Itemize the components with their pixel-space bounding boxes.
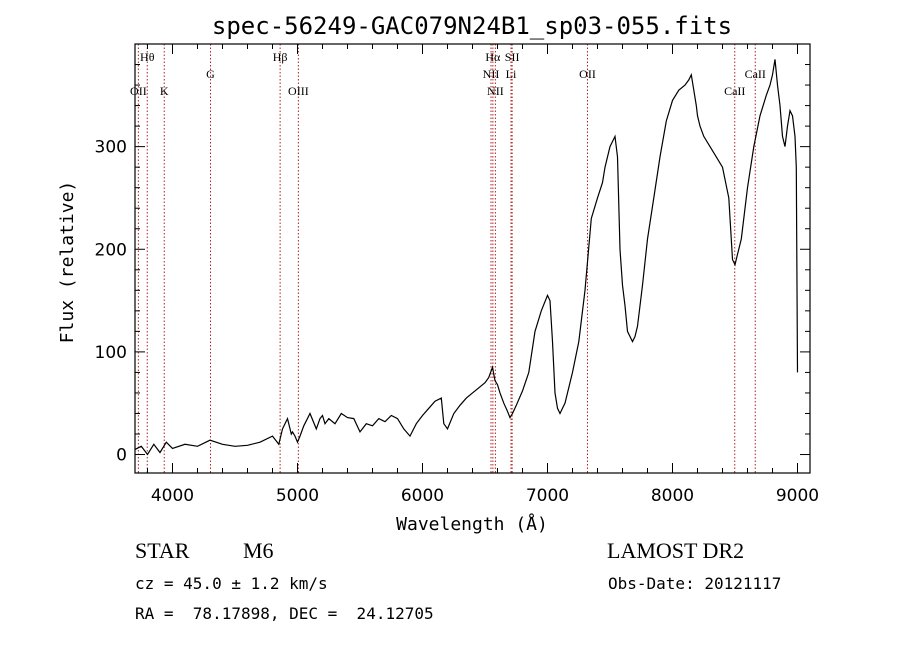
- x-axis-ticks: 4000 5000 6000 7000 8000 9000: [147, 44, 819, 506]
- spectral-line-label: NII: [483, 67, 500, 81]
- spectrum-line: [134, 59, 799, 456]
- chart-title: spec-56249-GAC079N24B1_sp03-055.fits: [212, 12, 732, 40]
- plot-frame: [134, 43, 811, 474]
- obs-date: Obs-Date: 20121117: [608, 574, 782, 593]
- y-tick-label: 300: [95, 138, 127, 158]
- object-class: STAR: [135, 538, 190, 563]
- x-tick-label: 6000: [401, 486, 444, 506]
- spectral-line-label: SII: [505, 50, 520, 64]
- spectral-line-label: Hα: [485, 50, 501, 64]
- y-tick-label: 100: [95, 343, 127, 363]
- survey-name: LAMOST DR2: [607, 538, 745, 563]
- x-tick-label: 7000: [526, 486, 569, 506]
- x-tick-label: 5000: [276, 486, 319, 506]
- x-axis-label: Wavelength (Å): [396, 513, 548, 535]
- spectral-line-label: OIII: [288, 84, 309, 98]
- x-tick-label: 8000: [651, 486, 694, 506]
- y-axis-label: Flux (relative): [57, 181, 78, 344]
- spectral-line-markers: [137, 44, 756, 473]
- spectral-line-label: Hβ: [273, 50, 288, 64]
- y-tick-label: 0: [116, 446, 127, 466]
- spectral-line-label: OII: [579, 67, 596, 81]
- y-tick-label: 200: [95, 240, 127, 260]
- object-subclass: M6: [243, 538, 274, 563]
- spectral-line-label: Hθ: [140, 50, 155, 64]
- spectral-line-label: OII: [130, 84, 147, 98]
- redshift-readout: cz = 45.0 ± 1.2 km/s: [135, 574, 328, 593]
- spectral-line-label: K: [160, 84, 169, 98]
- x-tick-label: 4000: [151, 486, 194, 506]
- spectral-line-label: CaII: [745, 67, 766, 81]
- spectral-line-label: CaII: [724, 84, 745, 98]
- spectral-line-label: NII: [487, 84, 504, 98]
- spectral-line-label: Li: [506, 67, 517, 81]
- y-axis-ticks: 0 100 200 300: [95, 64, 810, 466]
- spectral-line-label: G: [206, 67, 215, 81]
- x-tick-label: 9000: [776, 486, 819, 506]
- coordinates-readout: RA = 78.17898, DEC = 24.12705: [135, 604, 434, 623]
